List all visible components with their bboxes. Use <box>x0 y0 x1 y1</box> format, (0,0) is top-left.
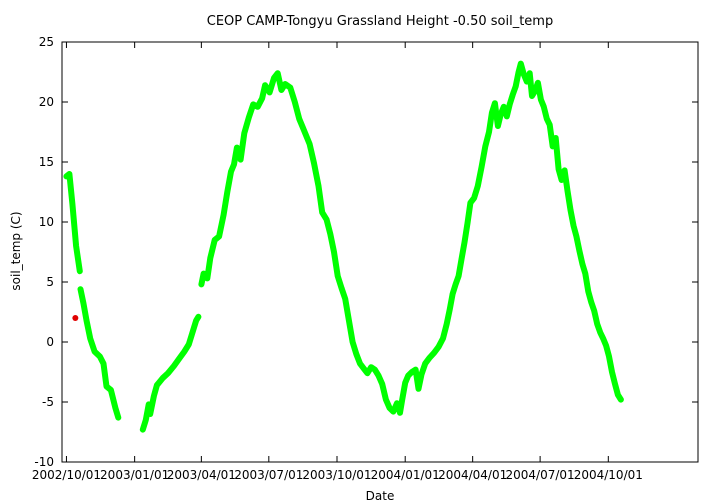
series-soil_temp-segment <box>77 286 122 421</box>
y-tick-label: 5 <box>46 275 54 289</box>
y-tick-label: -10 <box>34 455 54 469</box>
plot-area <box>63 60 624 433</box>
x-tick-label: 2004/04/01 <box>438 468 507 482</box>
x-tick-label: 2004/01/01 <box>371 468 440 482</box>
y-tick-label: 25 <box>39 35 54 49</box>
plot-frame <box>61 41 699 463</box>
series-soil_temp-segment <box>198 60 624 416</box>
y-tick-label: -5 <box>42 395 54 409</box>
series-flagged-point <box>72 315 79 321</box>
x-tick-label: 2003/10/01 <box>302 468 371 482</box>
y-tick-label: 10 <box>39 215 54 229</box>
x-tick-label: 2004/07/01 <box>506 468 575 482</box>
y-axis: -10 -5 0 5 10 15 20 25 <box>34 35 698 469</box>
x-tick-label: 2004/10/01 <box>574 468 643 482</box>
x-axis-label: Date <box>366 489 395 503</box>
y-axis-label: soil_temp (C) <box>9 211 23 290</box>
x-tick-label: 2003/04/01 <box>167 468 236 482</box>
y-tick-label: 20 <box>39 95 54 109</box>
y-tick-label: 0 <box>46 335 54 349</box>
x-tick-label: 2003/07/01 <box>234 468 303 482</box>
y-tick-label: 15 <box>39 155 54 169</box>
series-soil_temp-segment <box>139 313 202 433</box>
chart-title: CEOP CAMP-Tongyu Grassland Height -0.50 … <box>207 14 553 29</box>
series-soil_temp-segment <box>63 171 83 275</box>
x-axis: 2002/10/01 2003/01/012003/04/012003/07/01… <box>32 42 643 482</box>
x-tick-label: 2003/01/01 <box>100 468 169 482</box>
x-tick-label: 2002/10/01 <box>32 468 101 482</box>
